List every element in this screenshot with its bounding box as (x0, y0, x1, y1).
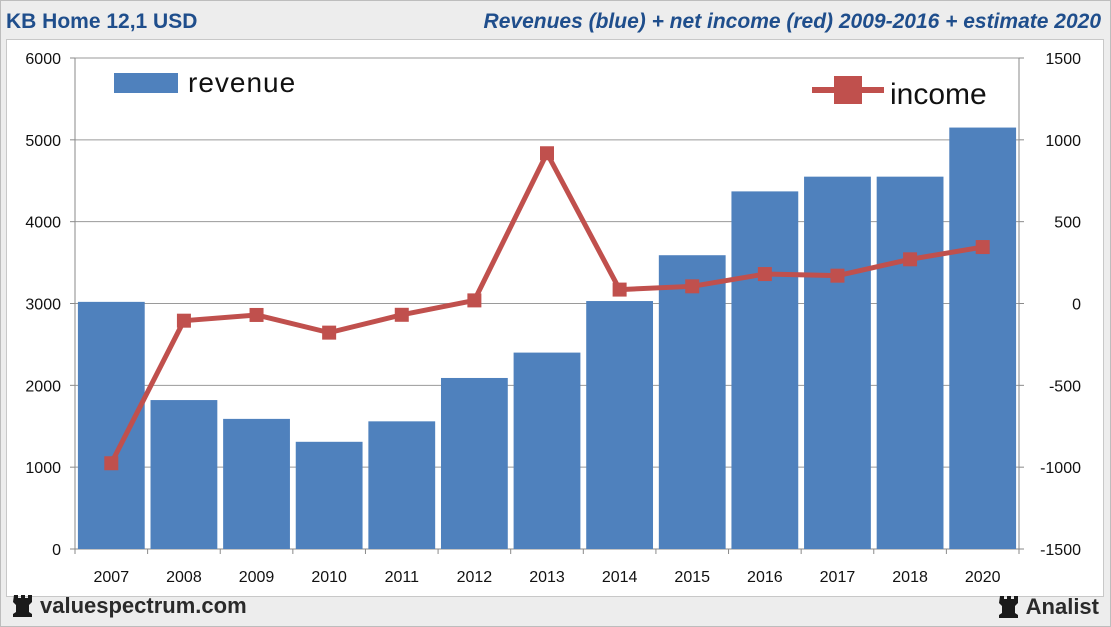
rook-icon (12, 594, 34, 618)
footer-brand: Analist (998, 594, 1099, 620)
y-right-tick-label: 1500 (1045, 51, 1081, 68)
x-tick-label: 2009 (239, 569, 275, 586)
income-point (467, 293, 482, 308)
x-tick-label: 2013 (529, 569, 565, 586)
revenue-bar (223, 418, 290, 549)
x-tick-label: 2007 (94, 569, 130, 586)
x-tick-label: 2011 (385, 569, 420, 586)
y-left-tick-label: 1000 (25, 460, 61, 477)
income-point (975, 240, 990, 255)
footer-site-label: valuespectrum.com (40, 593, 247, 618)
y-right-tick-label: -1000 (1040, 460, 1081, 477)
y-left-tick-label: 5000 (25, 133, 61, 150)
x-tick-label: 2018 (892, 569, 928, 586)
y-right-tick-label: 0 (1072, 297, 1081, 314)
income-point (903, 252, 918, 267)
y-right-tick-label: 1000 (1045, 133, 1081, 150)
income-point (757, 267, 772, 282)
x-tick-label: 2017 (820, 569, 856, 586)
footer-brand-label: Analist (1025, 594, 1099, 619)
x-tick-label: 2010 (311, 569, 347, 586)
legend-income-marker (834, 76, 862, 104)
legend-revenue-label: revenue (188, 67, 296, 98)
revenue-bar (658, 255, 726, 550)
income-point (830, 268, 845, 283)
revenue-bar (368, 421, 436, 549)
revenue-bar (295, 441, 363, 549)
revenue-bar (876, 176, 944, 550)
income-point (540, 146, 554, 161)
x-tick-label: 2020 (965, 569, 1001, 586)
footer-site: valuespectrum.com (12, 593, 247, 619)
revenue-bar (586, 301, 654, 549)
x-tick-label: 2012 (457, 569, 493, 586)
revenue-bar (804, 176, 871, 550)
revenue-bar (731, 191, 799, 549)
legend-income-label: income (890, 78, 987, 111)
y-right-tick-label: 500 (1054, 215, 1081, 232)
income-point (104, 456, 119, 471)
x-tick-label: 2008 (166, 569, 202, 586)
chart-subtitle: Revenues (blue) + net income (red) 2009-… (483, 10, 1101, 33)
y-right-tick-label: -500 (1049, 378, 1081, 395)
revenue-bar (513, 352, 581, 549)
x-tick-label: 2015 (674, 569, 710, 586)
revenue-bar (150, 400, 218, 549)
y-left-tick-label: 3000 (25, 297, 61, 314)
income-point (176, 313, 191, 328)
revenue-bar (440, 377, 508, 549)
page-title: KB Home 12,1 USD (6, 10, 198, 33)
x-tick-label: 2016 (747, 569, 783, 586)
y-left-tick-label: 4000 (25, 215, 61, 232)
revenue-bar (949, 127, 1017, 549)
income-point (612, 282, 627, 297)
y-left-tick-label: 0 (52, 542, 61, 559)
revenue-bar (77, 301, 145, 549)
x-tick-label: 2014 (602, 569, 638, 586)
rook-icon (998, 595, 1020, 619)
y-left-tick-label: 2000 (25, 378, 61, 395)
income-point (685, 279, 700, 294)
y-right-tick-label: -1500 (1040, 542, 1081, 559)
income-point (249, 307, 264, 322)
income-point (322, 325, 337, 340)
income-point (394, 307, 409, 322)
legend-revenue-swatch (114, 73, 178, 93)
y-left-tick-label: 6000 (25, 51, 61, 68)
